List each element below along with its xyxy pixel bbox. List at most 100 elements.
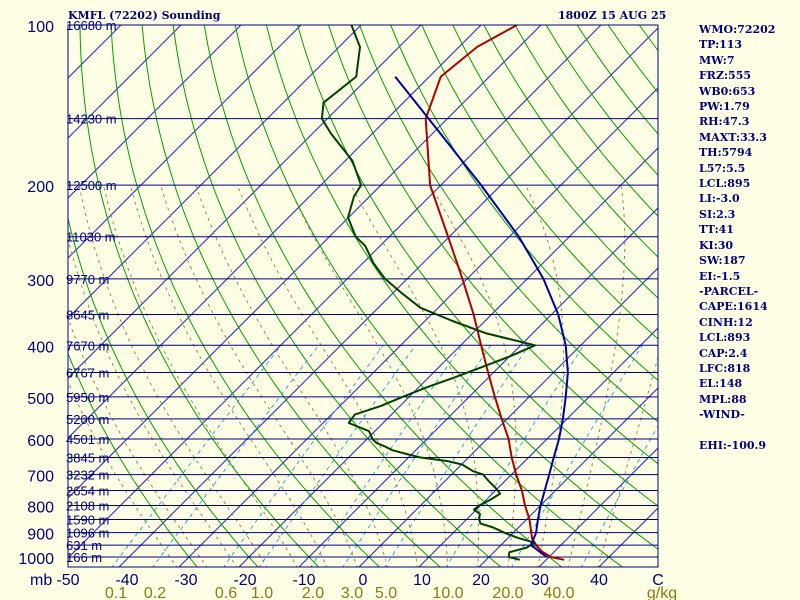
dry-adiabat (172, 25, 502, 567)
height-label: 9770 m (66, 272, 109, 287)
temperature-tick-label: -10 (292, 572, 315, 589)
mixing-ratio-tick-label: 5.0 (375, 585, 397, 600)
dry-adiabat (452, 25, 658, 299)
height-label: 1590 m (66, 512, 109, 527)
isotherm-line (298, 207, 658, 567)
moist-adiabat (68, 380, 178, 567)
dry-adiabat (483, 25, 658, 258)
index-line: LCL:895 (699, 177, 751, 191)
index-line: MPL:88 (699, 392, 747, 406)
height-label: 3232 m (66, 468, 109, 483)
pressure-tick-label: 500 (27, 391, 54, 408)
pressure-unit-label: mb (30, 572, 52, 589)
index-line: -PARCEL- (699, 284, 759, 298)
mixing-ratio-tick-label: 3.0 (341, 585, 363, 600)
mixing-ratio-line (511, 345, 643, 567)
isotherm-line (238, 147, 658, 567)
mixing-ratio-tick-label: 0.1 (105, 585, 127, 600)
temperature-tick-label: 20 (472, 572, 490, 589)
pressure-tick-label: 700 (27, 469, 54, 486)
index-line: SI:2.3 (699, 207, 736, 221)
index-line: KI:30 (699, 238, 734, 252)
temperature-tick-label: 30 (531, 572, 549, 589)
mixing-ratio-tick-label: 10.0 (432, 585, 463, 600)
pressure-tick-label: 600 (27, 433, 54, 450)
index-line: CINH:12 (699, 315, 753, 329)
moist-adiabat (160, 184, 358, 567)
temperature-tick-label: -40 (115, 572, 138, 589)
index-line: FRZ:555 (699, 69, 752, 83)
index-line: RH:47.3 (699, 115, 750, 129)
moist-adiabat (597, 355, 658, 567)
index-line: PW:1.79 (699, 100, 750, 114)
mixing-ratio-line (111, 344, 282, 567)
moist-adiabat (287, 184, 449, 567)
height-label: 2108 m (66, 498, 109, 513)
index-line: -WIND- (699, 408, 745, 422)
temperature-tick-label: C (652, 572, 664, 589)
index-line: MAXT:33.3 (699, 130, 767, 144)
height-label: 7670 m (66, 338, 109, 353)
index-line: EHI:-100.9 (699, 438, 766, 452)
height-label: 166 m (66, 550, 102, 565)
temperature-tick-label: 40 (590, 572, 608, 589)
pressure-tick-label: 100 (27, 19, 54, 36)
mixing-ratio-line (580, 424, 658, 567)
mixing-ratio-line (258, 345, 416, 567)
isotherm-line (68, 25, 482, 439)
chart-time-title: 1800Z 15 AUG 25 (558, 9, 667, 22)
index-line: TT:41 (699, 223, 734, 237)
dry-adiabat (297, 25, 658, 507)
temperature-tick-label: -50 (56, 572, 79, 589)
mixing-ratio-line (223, 345, 384, 567)
dry-adiabat (68, 352, 198, 567)
index-line: L57:5.5 (699, 161, 746, 175)
mixing-ratio-line (310, 345, 463, 567)
isotherm-line (118, 27, 658, 567)
index-line: EL:148 (699, 377, 743, 391)
dry-adiabat (421, 25, 658, 340)
index-line: MW:7 (699, 53, 735, 67)
pressure-tick-label: 300 (27, 273, 54, 290)
height-label: 16680 m (66, 18, 117, 33)
dry-adiabat (234, 25, 624, 567)
isotherm-line (68, 25, 182, 139)
index-line: WB0:653 (699, 84, 756, 98)
dry-adiabat (359, 25, 658, 423)
temperature-tick-label: 10 (413, 572, 431, 589)
isotherm-line (68, 25, 242, 199)
height-label: 1096 m (66, 526, 109, 541)
moist-adiabat (195, 184, 388, 567)
index-line: TH:5794 (699, 146, 753, 160)
mixing-ratio-line (342, 345, 492, 567)
dry-adiabat (141, 25, 441, 567)
height-label: 631 m (66, 538, 102, 553)
pressure-tick-label: 200 (27, 179, 54, 196)
dry-adiabat (68, 216, 259, 567)
isotherm-line (0, 13, 13, 568)
height-label: 14230 m (66, 112, 117, 127)
dry-adiabat (328, 25, 658, 465)
moist-adiabat (236, 184, 419, 567)
index-line (699, 423, 799, 438)
mixing-ratio-tick-label: 0.6 (215, 585, 237, 600)
moist-adiabat (567, 185, 626, 567)
index-line: CAP:2.4 (699, 346, 748, 360)
index-line: LCL:893 (699, 331, 751, 345)
height-label: 8645 m (66, 307, 109, 322)
isotherm-line (68, 25, 542, 499)
height-label: 5200 m (66, 412, 109, 427)
temperature-tick-label: -30 (174, 572, 197, 589)
index-line: SW:187 (699, 254, 746, 268)
isotherm-line (68, 25, 602, 559)
chart-station-title: KMFL (72202) Sounding (68, 9, 221, 22)
pressure-tick-label: 1000 (18, 551, 54, 568)
mixing-ratio-tick-label: 0.2 (144, 585, 166, 600)
height-label: 3845 m (66, 450, 109, 465)
moist-adiabat (129, 184, 328, 567)
dry-adiabat (265, 25, 658, 550)
dry-adiabat (203, 25, 563, 567)
temperature-tick-label: 0 (359, 572, 368, 589)
plot-frame (67, 24, 659, 568)
